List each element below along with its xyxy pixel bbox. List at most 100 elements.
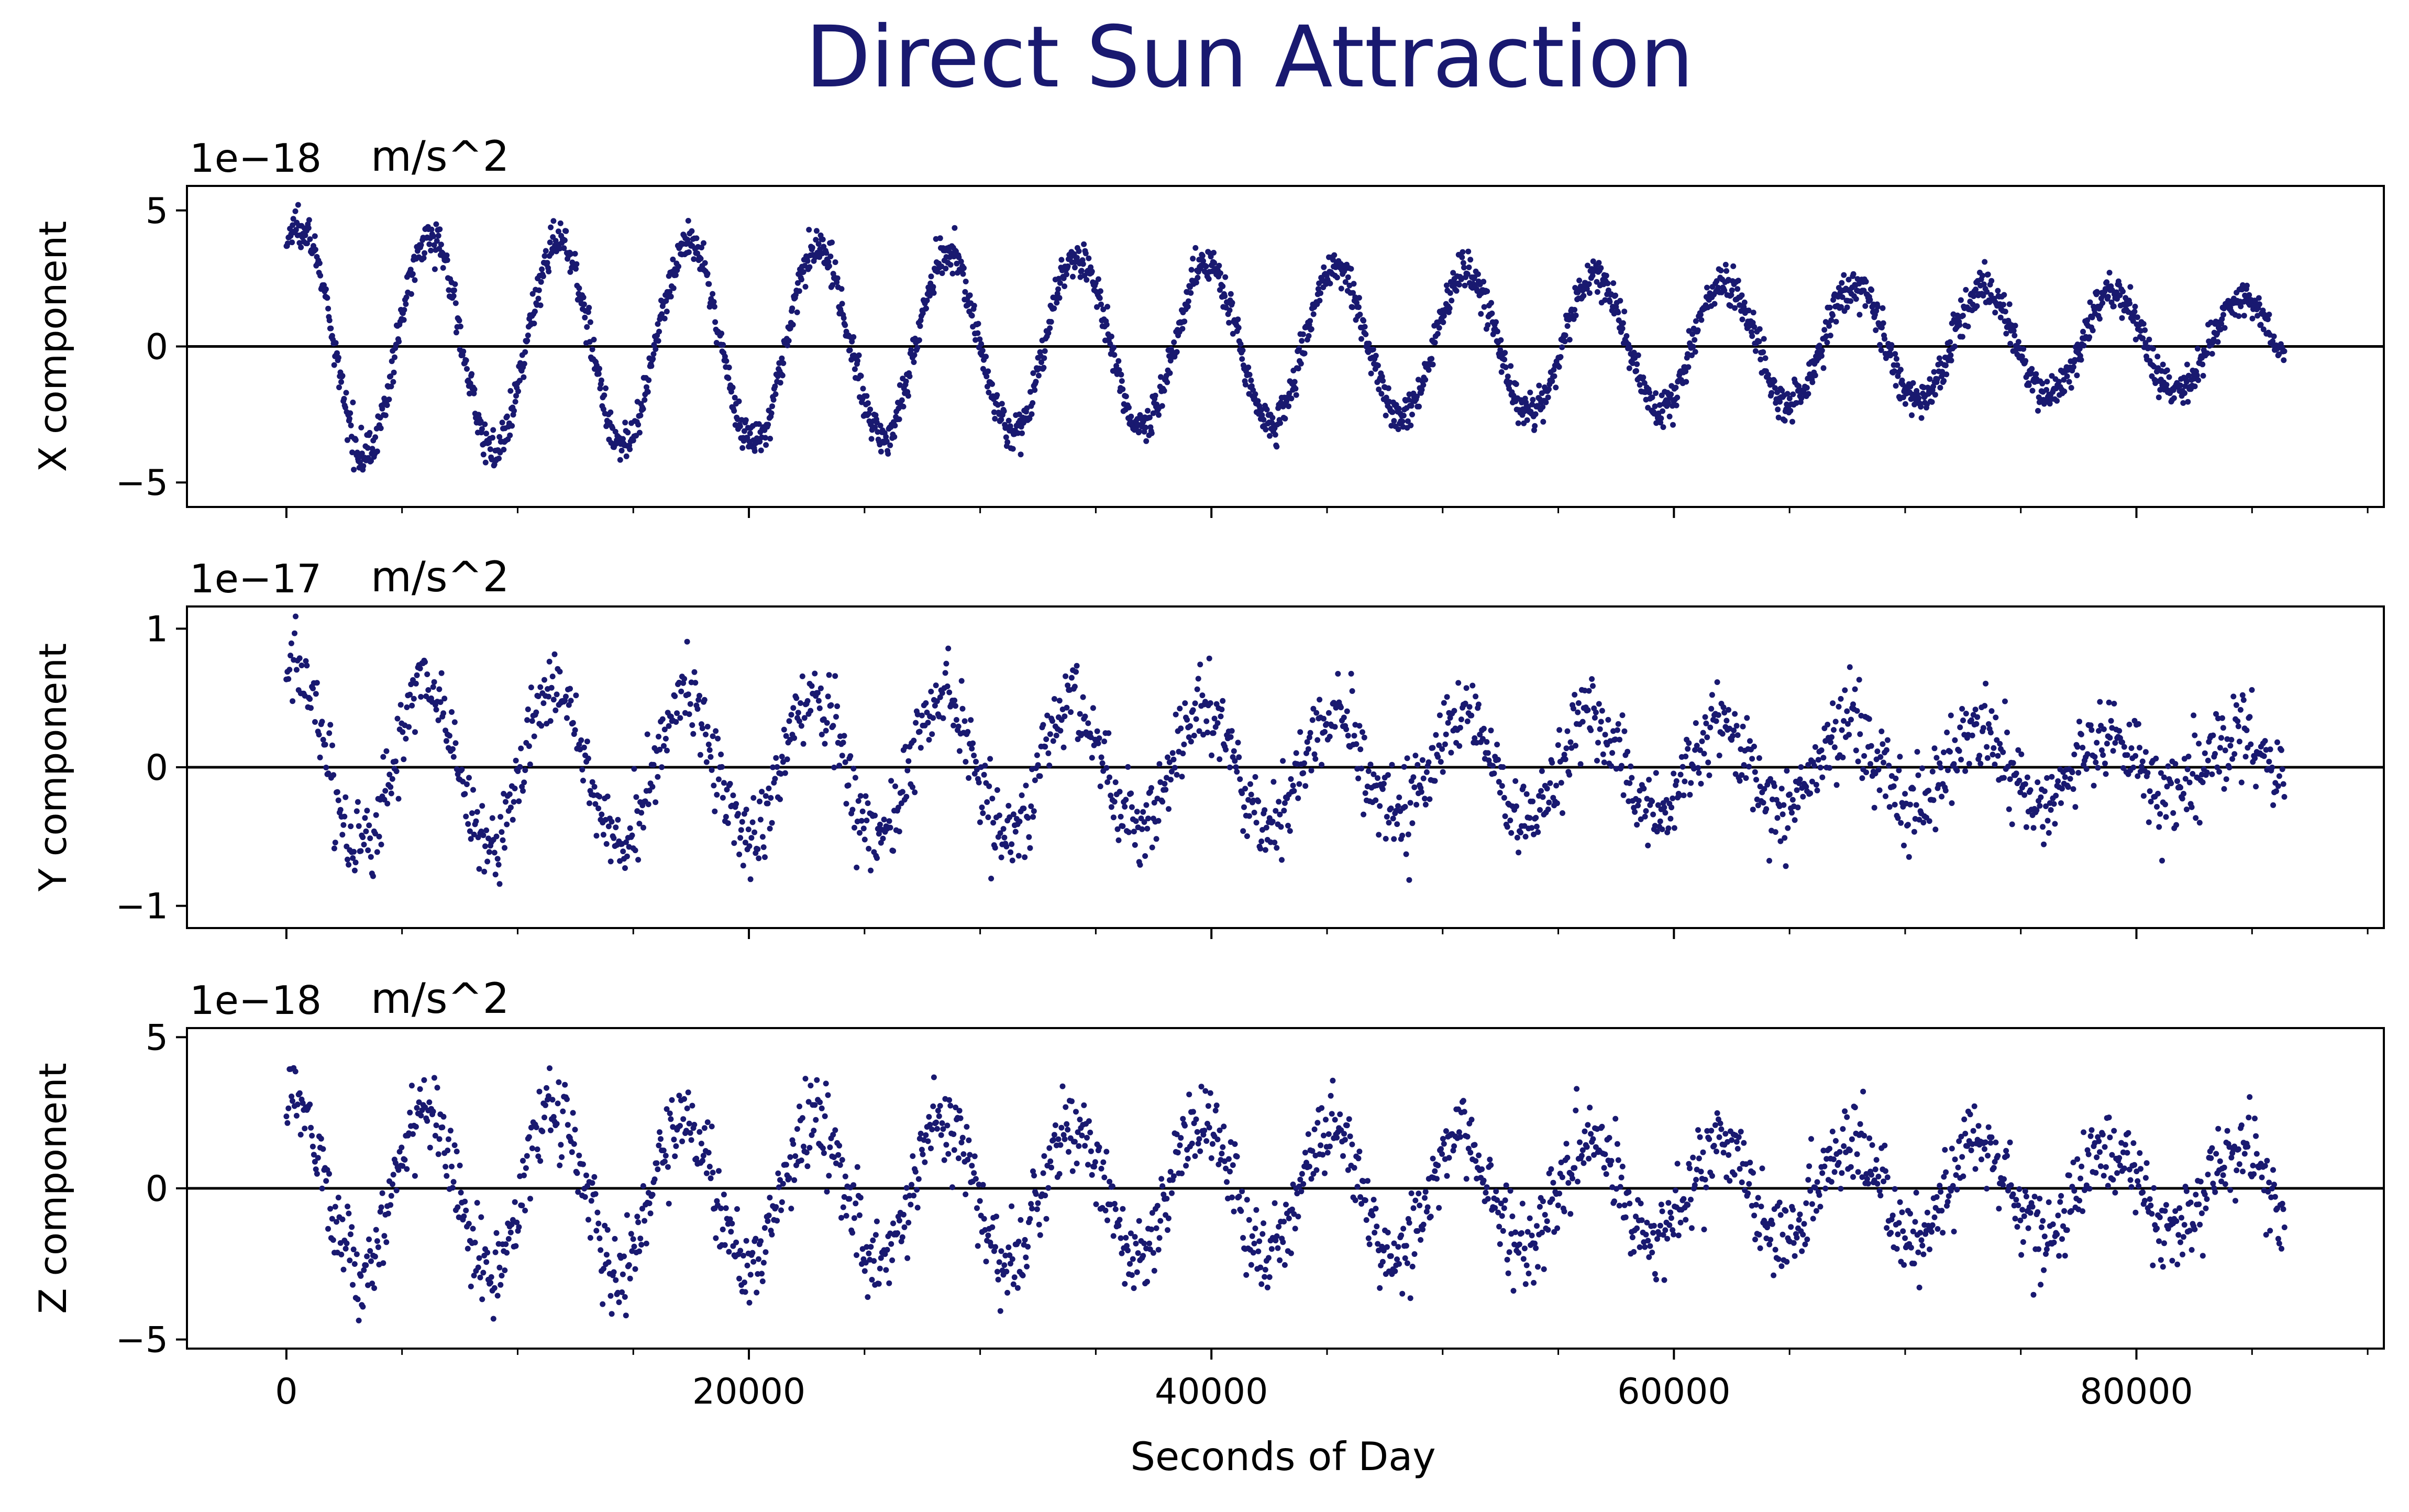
data-point [784, 756, 790, 763]
data-point [1144, 825, 1151, 832]
data-point [698, 256, 704, 262]
data-point [1074, 663, 1080, 669]
data-point [1399, 418, 1406, 425]
data-point [907, 373, 913, 380]
data-point [967, 292, 973, 299]
data-point [2004, 730, 2010, 735]
data-point [356, 823, 362, 829]
data-point [1195, 676, 1201, 682]
data-point [613, 824, 619, 831]
data-point [339, 373, 346, 379]
data-point [2020, 346, 2027, 352]
data-point [638, 810, 645, 816]
data-point [570, 720, 576, 726]
data-point [1763, 806, 1770, 812]
data-point [1594, 757, 1600, 764]
data-point [1524, 417, 1530, 423]
data-point [1409, 820, 1416, 826]
data-point [1022, 854, 1028, 860]
data-point [916, 729, 923, 735]
data-point [758, 447, 764, 454]
data-point [710, 733, 716, 740]
data-point [1263, 426, 1269, 433]
data-point [1631, 349, 1637, 356]
data-point [2239, 286, 2245, 293]
data-point [1777, 399, 1783, 405]
data-point [646, 377, 652, 383]
data-point [1104, 779, 1111, 785]
data-point [2229, 756, 2236, 762]
data-point [1571, 705, 1576, 712]
data-point [2163, 382, 2170, 388]
data-point [511, 799, 517, 805]
data-point [749, 819, 756, 825]
data-point [2204, 350, 2211, 357]
data-point [1910, 786, 1916, 792]
data-point [2105, 294, 2111, 300]
data-point [1863, 279, 1869, 285]
data-point [1875, 767, 1882, 773]
data-point [1432, 339, 1438, 346]
data-point [358, 424, 364, 431]
data-point [1466, 264, 1472, 270]
data-point [1833, 782, 1840, 788]
data-point [989, 796, 996, 802]
data-point [490, 435, 495, 441]
data-point [325, 770, 331, 777]
data-point [1098, 754, 1104, 760]
data-point [531, 733, 537, 740]
data-point [1406, 877, 1412, 883]
data-point [1458, 716, 1464, 723]
data-point [2186, 779, 2193, 786]
data-point [1457, 725, 1463, 731]
data-point [996, 812, 1002, 819]
data-point [958, 258, 964, 264]
data-point [1855, 758, 1861, 765]
data-point [1590, 683, 1596, 689]
data-point [841, 733, 847, 739]
data-point [464, 366, 470, 372]
data-point [1893, 383, 1899, 389]
data-point [1327, 280, 1333, 286]
data-point [548, 224, 554, 230]
data-point [1883, 793, 1888, 799]
data-point [830, 282, 836, 288]
data-point [2092, 754, 2098, 760]
data-point [1357, 312, 1363, 317]
data-point [450, 746, 456, 752]
data-point [462, 791, 468, 797]
data-point [1133, 818, 1139, 824]
data-point [1401, 764, 1407, 770]
data-point [1739, 316, 1745, 323]
data-point [1862, 303, 1869, 309]
data-point [1365, 768, 1372, 774]
data-point [1844, 708, 1850, 714]
data-point [770, 764, 776, 770]
data-point [2162, 801, 2168, 808]
data-point [1489, 310, 1495, 316]
data-point [1728, 292, 1734, 298]
data-point [438, 670, 445, 676]
data-point [722, 354, 728, 360]
data-point [524, 717, 531, 723]
data-point [657, 746, 663, 753]
data-point [313, 691, 319, 697]
data-point [2252, 755, 2258, 761]
data-point [307, 1101, 313, 1108]
data-point [930, 715, 936, 721]
data-point [858, 818, 865, 824]
data-point [1248, 377, 1254, 383]
data-point [2022, 781, 2028, 787]
data-point [1634, 822, 1640, 828]
data-point [2178, 785, 2183, 791]
data-point [334, 789, 340, 795]
data-point [535, 295, 542, 302]
data-point [877, 423, 883, 429]
data-point [895, 804, 901, 811]
data-point [1308, 767, 1314, 774]
data-point [1832, 719, 1839, 725]
data-point [1180, 751, 1186, 757]
data-point [1342, 279, 1349, 285]
data-point [876, 831, 882, 837]
data-point [2212, 751, 2218, 757]
